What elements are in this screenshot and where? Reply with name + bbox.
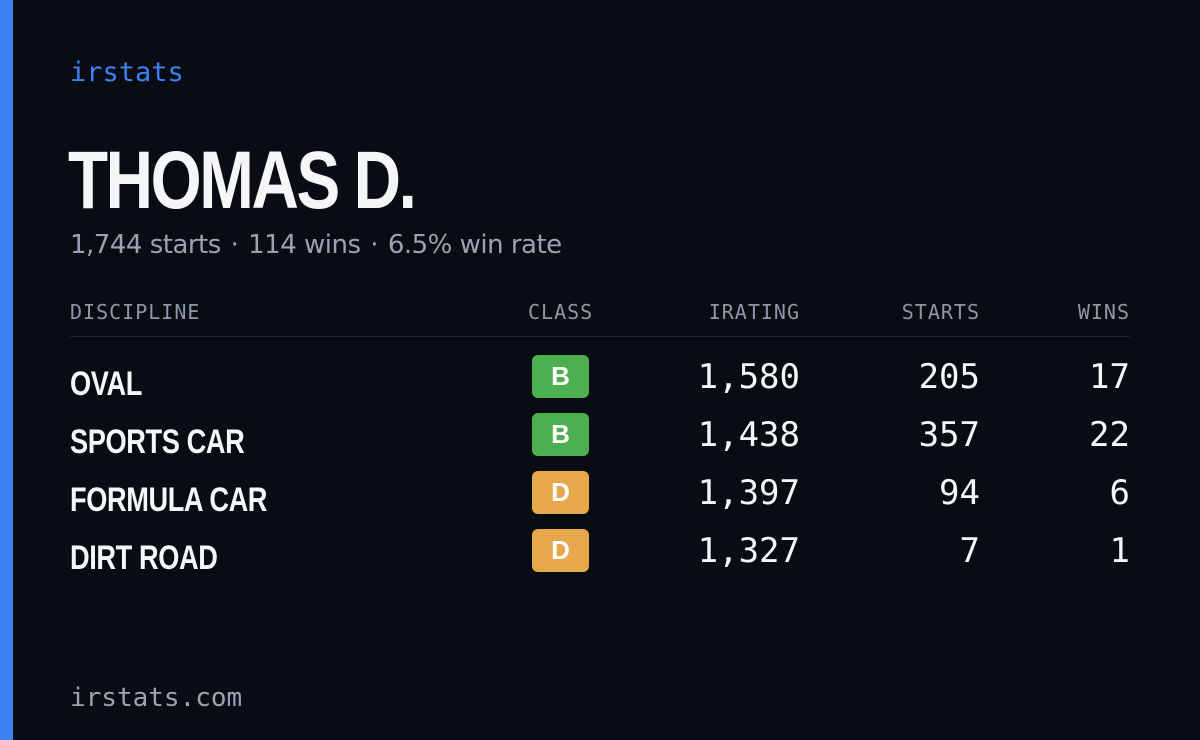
header-irating: IRATING <box>708 300 800 324</box>
starts-value: 205 <box>918 357 980 397</box>
footer-domain[interactable]: irstats.com <box>70 683 243 713</box>
summary-separator: · <box>370 230 379 260</box>
starts-value: 7 <box>959 531 980 571</box>
wins-value: 22 <box>1089 415 1130 455</box>
summary-separator: · <box>230 230 239 260</box>
summary-wins: 114 wins <box>248 230 361 260</box>
irating-value: 1,327 <box>697 531 800 571</box>
starts-value: 94 <box>939 473 980 513</box>
header-class: CLASS <box>528 300 594 324</box>
wins-value: 1 <box>1109 531 1130 571</box>
discipline-name: DIRT ROAD <box>70 539 218 577</box>
header-wins: WINS <box>1077 300 1130 324</box>
discipline-stats-table: DISCIPLINE CLASS IRATING STARTS WINS OVA… <box>70 296 1130 585</box>
table-row: DIRT ROAD D 1,327 7 1 <box>70 527 1130 585</box>
player-name: THOMAS D. <box>68 135 417 226</box>
class-badge: B <box>532 413 589 456</box>
player-summary: 1,744 starts · 114 wins · 6.5% win rate <box>70 228 562 262</box>
wins-value: 17 <box>1089 357 1130 397</box>
wins-value: 6 <box>1109 473 1130 513</box>
summary-win-rate: 6.5% win rate <box>387 230 562 260</box>
irating-value: 1,580 <box>697 357 800 397</box>
class-badge: D <box>532 529 589 572</box>
header-starts: STARTS <box>901 300 980 324</box>
discipline-name: SPORTS CAR <box>70 423 245 461</box>
table-row: OVAL B 1,580 205 17 <box>70 353 1130 411</box>
accent-bar <box>0 0 13 740</box>
discipline-name: FORMULA CAR <box>70 481 268 519</box>
class-badge: D <box>532 471 589 514</box>
class-badge: B <box>532 355 589 398</box>
header-discipline: DISCIPLINE <box>70 300 201 324</box>
table-row: SPORTS CAR B 1,438 357 22 <box>70 411 1130 469</box>
table-row: FORMULA CAR D 1,397 94 6 <box>70 469 1130 527</box>
table-body: OVAL B 1,580 205 17 SPORTS CAR B 1,438 3… <box>70 337 1130 585</box>
irating-value: 1,438 <box>697 415 800 455</box>
brand-logo: irstats <box>70 57 184 88</box>
irating-value: 1,397 <box>697 473 800 513</box>
table-header: DISCIPLINE CLASS IRATING STARTS WINS <box>70 296 1130 337</box>
starts-value: 357 <box>918 415 980 455</box>
summary-starts: 1,744 starts <box>70 230 221 260</box>
discipline-name: OVAL <box>70 365 142 403</box>
